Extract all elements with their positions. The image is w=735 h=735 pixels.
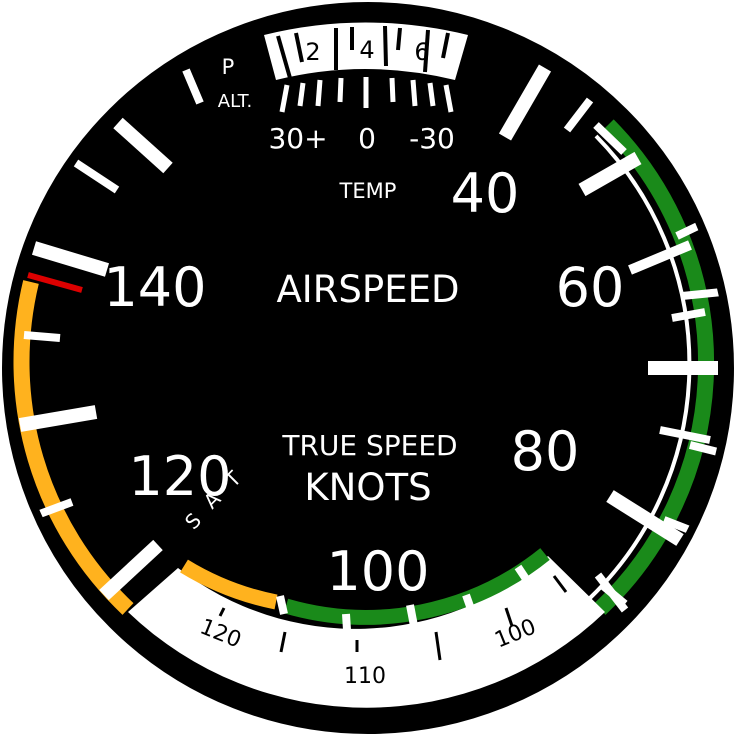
speed-label-100: 100 (326, 540, 429, 603)
tas-caution-band (180, 559, 278, 610)
green-arc-ticks (593, 122, 723, 608)
tas-window (128, 556, 605, 708)
altitude-label-6: 6 (414, 38, 429, 66)
temp-scale-ticks (279, 77, 454, 113)
speed-label-80: 80 (511, 420, 580, 483)
altitude-label-2: 2 (305, 38, 320, 66)
speed-label-120: 120 (128, 445, 231, 508)
altitude-window-ticks (276, 25, 450, 79)
never-exceed-line (27, 272, 83, 293)
caution-arc (13, 280, 134, 615)
altitude-window (264, 22, 468, 80)
instrument-title: AIRSPEED (277, 268, 460, 311)
tas-scale-ticks (218, 575, 568, 661)
dial-face (6, 6, 730, 730)
tas-label-110: 110 (344, 664, 386, 689)
instrument-subtitle: TRUE SPEED (281, 429, 457, 462)
altitude-label-4: 4 (359, 36, 374, 64)
pressure-alt-label-p: P (222, 55, 235, 79)
speed-label-60: 60 (556, 256, 625, 319)
instrument-units: KNOTS (304, 466, 431, 509)
temp-label-minus30: -30 (409, 122, 455, 155)
tas-band-ticks (276, 564, 532, 631)
speed-label-140: 140 (103, 256, 206, 319)
tas-normal-band (283, 548, 550, 625)
speed-label-40: 40 (451, 162, 520, 225)
pressure-alt-label-alt: ALT. (218, 91, 252, 112)
temp-label: TEMP (339, 179, 397, 203)
temp-label-plus30: 30+ (268, 122, 327, 155)
temp-label-0: 0 (358, 122, 376, 155)
